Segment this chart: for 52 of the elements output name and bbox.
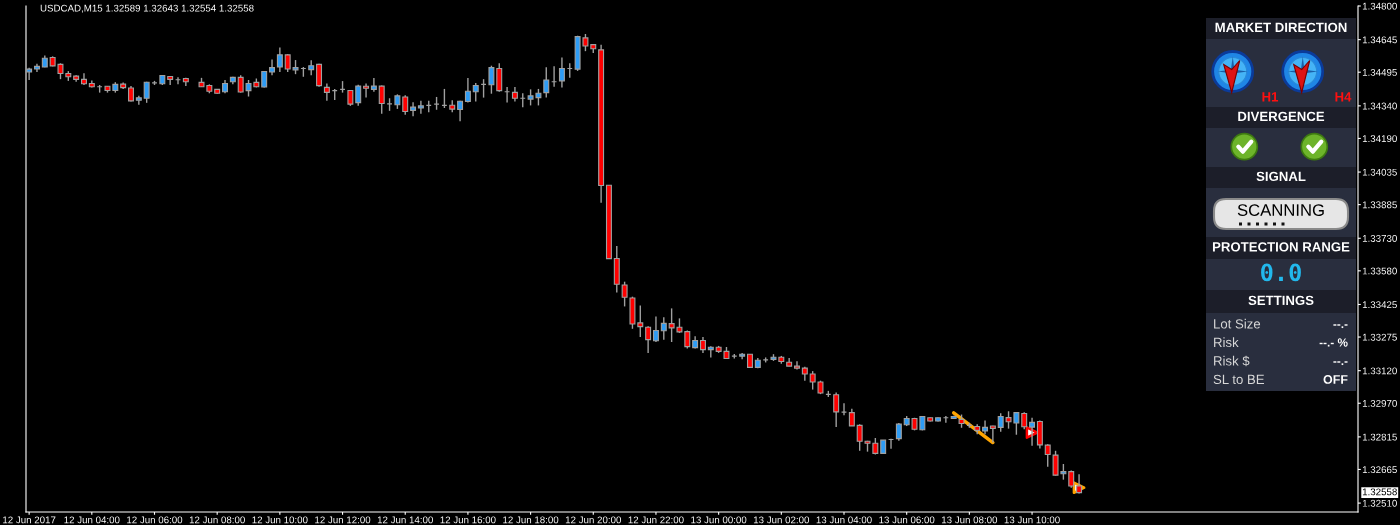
- x-tick-label: 12 Jun 18:00: [503, 516, 559, 524]
- y-tick-label: 1.33885: [1362, 201, 1397, 209]
- x-tick-label: 13 Jun 10:00: [1004, 516, 1060, 524]
- annotation: SL to BE: [1213, 374, 1265, 385]
- x-tick-label: 12 Jun 12:00: [315, 516, 371, 524]
- y-tick-label: 1.32970: [1362, 399, 1397, 407]
- y-tick-label: 1.33425: [1362, 301, 1397, 309]
- annotation: SCANNING: [1237, 204, 1324, 216]
- y-tick-label: 1.33580: [1362, 267, 1397, 275]
- y-tick-label: 1.34495: [1362, 68, 1397, 76]
- y-tick-label: 1.33730: [1362, 235, 1397, 242]
- y-tick-label: 1.32815: [1362, 433, 1397, 441]
- x-tick-label: 12 Jun 16:00: [440, 516, 496, 524]
- chart-title: USDCAD,M15 1.32589 1.32643 1.32554 1.32558: [40, 4, 254, 13]
- x-tick-label: 12 Jun 2017: [3, 516, 56, 524]
- x-tick-label: 13 Jun 02:00: [753, 516, 810, 524]
- annotation: --.- %: [1319, 338, 1348, 347]
- text: 1.32558: [1362, 488, 1397, 496]
- annotation: SIGNAL: [1256, 171, 1306, 182]
- y-tick-label: 1.34645: [1362, 36, 1397, 44]
- x-tick-label: 12 Jun 08:00: [189, 516, 245, 524]
- y-tick-label: 1.34190: [1362, 135, 1397, 143]
- annotation: 0.0: [1261, 263, 1301, 282]
- x-tick-label: 13 Jun 00:00: [691, 516, 747, 524]
- x-tick-label: 12 Jun 04:00: [64, 516, 120, 524]
- y-tick-label: 1.32510: [1362, 499, 1397, 507]
- annotation: DIVERGENCE: [1238, 111, 1325, 122]
- annotation: Risk $: [1214, 355, 1250, 367]
- x-tick-label: 13 Jun 06:00: [879, 516, 935, 524]
- annotation: --.-: [1333, 361, 1348, 366]
- annotation: SETTINGS: [1248, 295, 1314, 306]
- annotation: OFF: [1323, 375, 1348, 384]
- x-tick-label: 12 Jun 22:00: [628, 516, 684, 524]
- y-tick-label: 1.34800: [1362, 2, 1397, 10]
- x-tick-label: 12 Jun 20:00: [565, 516, 622, 524]
- annotation: H1: [1262, 92, 1279, 102]
- annotation: H4: [1335, 92, 1352, 102]
- y-tick-label: 1.34035: [1362, 168, 1397, 176]
- y-tick-label: 1.33120: [1362, 367, 1397, 375]
- y-tick-label: 1.33275: [1362, 333, 1397, 341]
- x-tick-label: 12 Jun 10:00: [252, 516, 308, 524]
- annotation: PROTECTION RANGE: [1212, 242, 1350, 252]
- x-tick-label: 12 Jun 06:00: [127, 516, 183, 524]
- x-tick-label: 13 Jun 08:00: [942, 516, 998, 524]
- y-tick-label: 1.32665: [1362, 466, 1397, 474]
- annotation: --.-: [1333, 324, 1348, 329]
- x-tick-label: 12 Jun 14:00: [377, 516, 433, 524]
- y-tick-label: 1.34340: [1362, 102, 1397, 110]
- annotation: Risk: [1214, 337, 1239, 348]
- x-tick-label: 13 Jun 04:00: [816, 516, 872, 524]
- annotation: MARKET DIRECTION: [1215, 22, 1347, 33]
- annotation: Lot Size: [1214, 318, 1261, 329]
